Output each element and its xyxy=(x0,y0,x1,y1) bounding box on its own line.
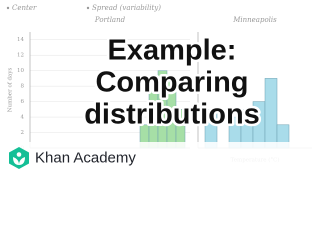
chart-title: Minneapolis xyxy=(232,16,277,24)
chart-title: Portland xyxy=(94,16,126,24)
bullet xyxy=(86,6,90,10)
logo xyxy=(9,147,29,169)
title-line: Comparing xyxy=(95,67,248,99)
title-line: Example: xyxy=(108,35,237,67)
y-tick-label: 8 xyxy=(21,84,25,90)
y-tick-label: 10 xyxy=(17,68,24,74)
title-line: distributions xyxy=(84,99,260,131)
y-tick-label: 2 xyxy=(21,130,25,136)
y-tick-label: 12 xyxy=(17,53,24,59)
bullet xyxy=(6,6,10,10)
y-axis-label: Number of days xyxy=(8,68,14,113)
y-tick-label: 14 xyxy=(17,37,24,43)
y-tick-label: 6 xyxy=(21,99,25,105)
bar xyxy=(264,78,278,149)
brand-band xyxy=(0,142,320,180)
note: Center xyxy=(12,4,37,12)
brand: Khan Academy xyxy=(35,149,136,166)
note: Spread (variability) xyxy=(92,4,161,12)
y-tick-label: 4 xyxy=(21,115,25,121)
